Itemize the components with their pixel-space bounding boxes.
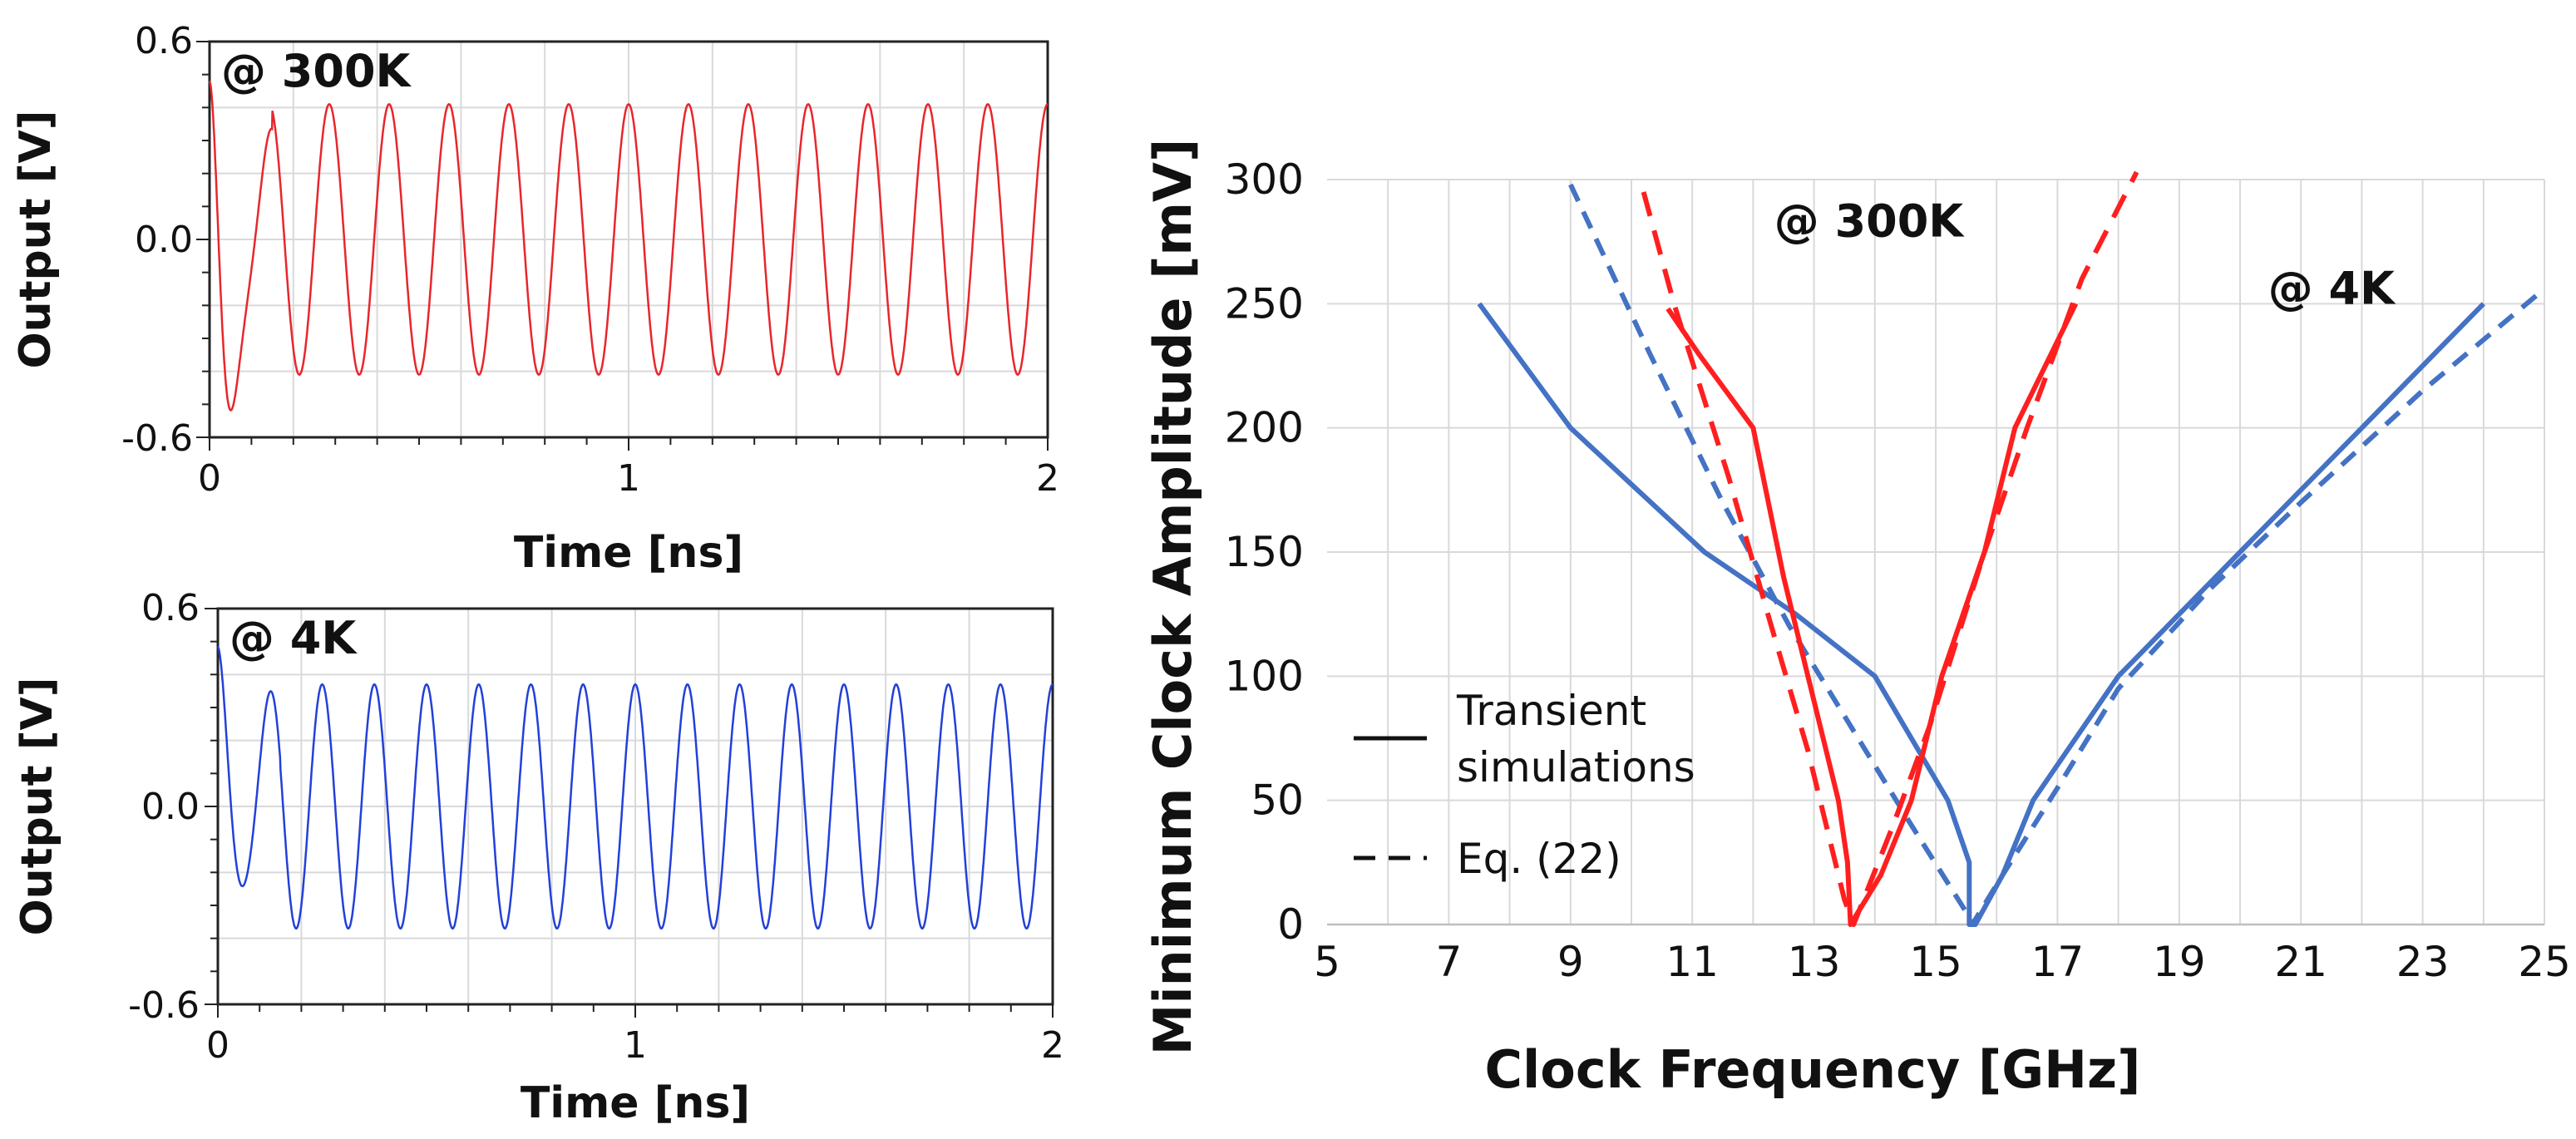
bottom-x-axis-label: Time [ns]	[521, 1078, 750, 1128]
bottom-ytick-1: 0.0	[141, 786, 200, 828]
bottom-y-axis-label: Output [V]	[12, 677, 62, 935]
main-annotation-300k: @ 300K	[1774, 195, 1966, 248]
series-line-eq-22-300k	[1641, 170, 2139, 927]
top-plot-frame	[208, 40, 1049, 439]
main-ytick-label: 0	[1277, 900, 1304, 949]
main-ytick-label: 200	[1225, 404, 1304, 452]
top-ytick-2: -0.6	[121, 417, 193, 460]
main-ytick-label: 300	[1225, 155, 1304, 204]
bottom-plot: 0.6 0.0 -0.6 0 1 2 Time [ns] Output [V] …	[12, 587, 1064, 1128]
main-xtick-label: 17	[2031, 938, 2085, 986]
series-line-transient-4k	[1477, 302, 2485, 927]
top-plot-waveform	[208, 81, 1049, 412]
top-y-axis-label: Output [V]	[11, 110, 61, 368]
legend-solid-label: Transient	[1456, 687, 1646, 735]
top-ytick-1: 0.0	[135, 219, 193, 261]
main-y-axis-label: Minimum Clock Amplitude [mV]	[1142, 139, 1203, 1056]
legend-solid-label-line2: simulations	[1457, 743, 1695, 791]
bottom-xtick-2: 2	[1041, 1024, 1064, 1067]
bottom-xtick-1: 1	[624, 1024, 647, 1067]
main-ytick-label: 100	[1225, 652, 1304, 700]
main-plot-y-ticks: 0 50 100 150 200 250 300	[1225, 155, 1304, 949]
top-xtick-1: 1	[617, 457, 640, 500]
top-plot-annotation: @ 300K	[221, 45, 412, 97]
main-xtick-label: 19	[2153, 938, 2206, 986]
bottom-plot-annotation: @ 4K	[229, 612, 358, 664]
main-annotation-4k: @ 4K	[2268, 262, 2396, 314]
main-x-axis-label: Clock Frequency [GHz]	[1485, 1039, 2141, 1100]
series-line-eq-22-4k	[1568, 183, 2546, 927]
bottom-plot-waveform	[216, 646, 1054, 930]
legend-dashed-label: Eq. (22)	[1457, 835, 1621, 883]
bottom-xtick-0: 0	[206, 1024, 229, 1067]
main-plot: 0 50 100 150 200 250 300 5 7 9 11 13 15 17 19 21 23 25 C…	[1142, 139, 2571, 1100]
bottom-ytick-0: 0.6	[141, 587, 200, 629]
main-plot-x-ticks: 5 7 9 11 13 15 17 19 21 23 25	[1314, 938, 2571, 986]
top-xtick-0: 0	[198, 457, 221, 500]
main-xtick-label: 23	[2396, 938, 2450, 986]
top-x-axis-label: Time [ns]	[514, 528, 743, 578]
top-xtick-2: 2	[1036, 457, 1059, 500]
main-ytick-label: 150	[1225, 528, 1304, 576]
main-xtick-label: 9	[1557, 938, 1584, 986]
main-xtick-label: 7	[1435, 938, 1462, 986]
bottom-plot-frame	[216, 607, 1054, 1006]
main-xtick-label: 5	[1314, 938, 1340, 986]
main-plot-series	[1477, 170, 2546, 927]
main-plot-grid	[1327, 179, 2545, 926]
main-legend: Transient simulations Eq. (22)	[1354, 687, 1695, 883]
main-xtick-label: 25	[2518, 938, 2571, 986]
main-xtick-label: 13	[1788, 938, 1841, 986]
main-xtick-label: 11	[1666, 938, 1719, 986]
main-xtick-label: 21	[2274, 938, 2327, 986]
bottom-ytick-2: -0.6	[128, 984, 200, 1027]
main-ytick-label: 50	[1251, 777, 1304, 825]
main-ytick-label: 250	[1225, 279, 1304, 328]
main-xtick-label: 15	[1909, 938, 1962, 986]
top-ytick-0: 0.6	[135, 20, 193, 62]
